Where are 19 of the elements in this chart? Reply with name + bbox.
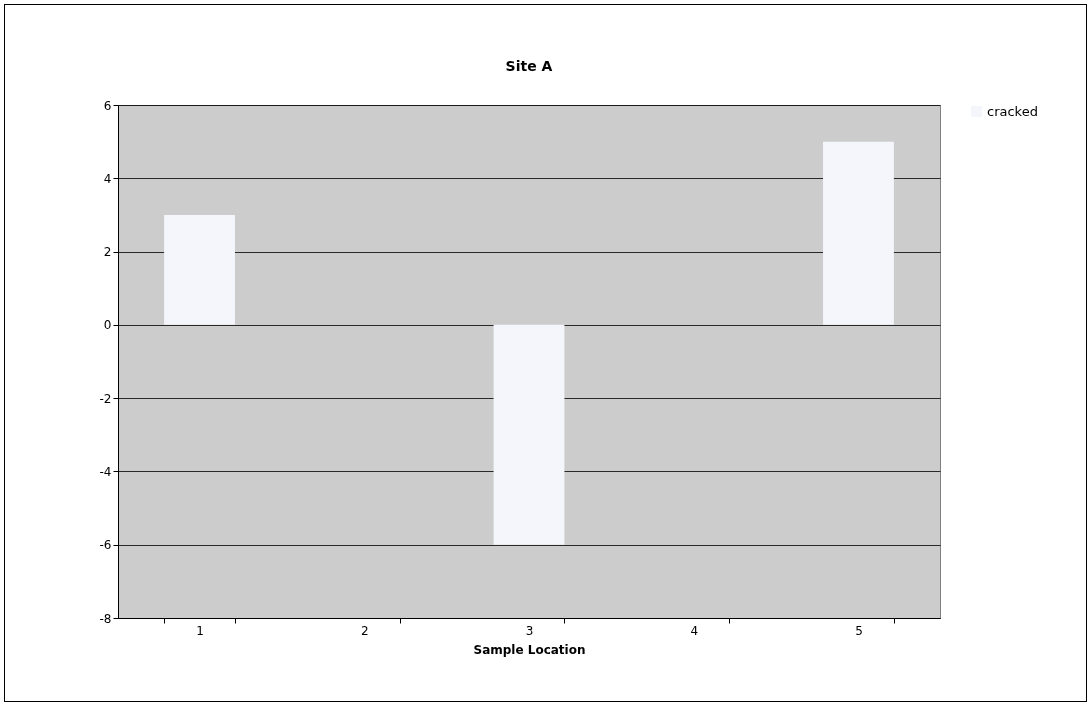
- y-tick-label: -6: [99, 538, 112, 553]
- x-tick-label: 4: [690, 623, 699, 638]
- y-tick-label: -4: [99, 464, 112, 479]
- y-tick-label: 2: [103, 245, 112, 260]
- x-tick-label: 5: [855, 623, 863, 638]
- bar: [823, 141, 894, 325]
- y-tick-label: 6: [103, 98, 112, 113]
- x-axis-title: Sample Location: [473, 642, 586, 657]
- bar: [493, 324, 565, 545]
- legend-label: cracked: [987, 103, 1038, 119]
- x-tick-label: 3: [525, 623, 534, 638]
- y-tick-label: 4: [103, 171, 112, 186]
- y-tick-label: 0: [103, 318, 112, 333]
- chart-title: Site A: [505, 58, 553, 74]
- x-tick-label: 1: [196, 623, 204, 638]
- y-tick-label: -8: [99, 611, 112, 626]
- x-tick-label: 2: [360, 623, 369, 638]
- y-tick-label: -2: [99, 391, 112, 406]
- bar: [164, 214, 235, 325]
